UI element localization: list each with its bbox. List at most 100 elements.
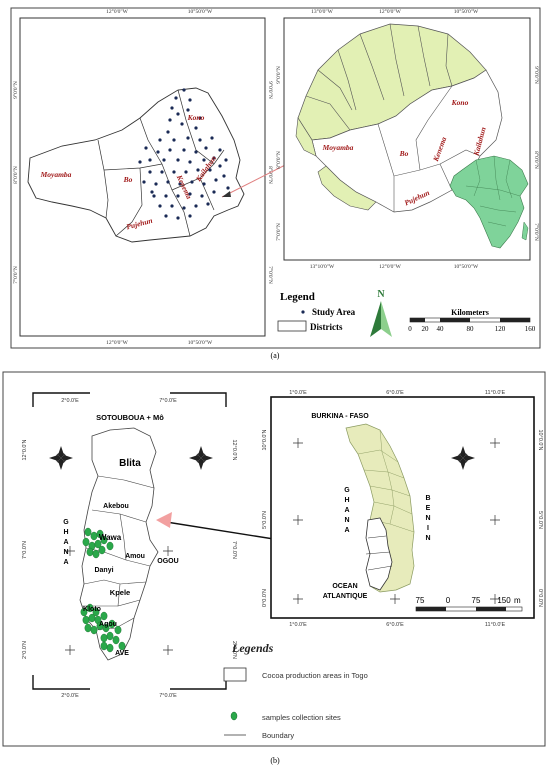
panel-b-left-map: 2°0.0'E 7°0.0'E 2°0.0'E 7°0.0'E 12°0.0'N… bbox=[22, 392, 237, 699]
study-point bbox=[224, 158, 228, 162]
left-label-kono: Kono bbox=[187, 113, 205, 122]
panel-a: 12°0'0"W 10°50'0"W 12°0'0"W 10°50'0"W 9°… bbox=[10, 7, 541, 360]
sample-site bbox=[82, 537, 90, 547]
left-lon-tick-1: 12°0'0"W bbox=[106, 8, 128, 15]
compass-rose-left-2 bbox=[189, 446, 213, 470]
sample-site bbox=[106, 643, 114, 653]
b-left-ghana-a: A bbox=[63, 539, 68, 546]
scale-tick-120: 120 bbox=[495, 325, 506, 333]
b-right-lon-tick-top-2: 6°0.0'E bbox=[386, 390, 404, 396]
study-point bbox=[142, 180, 146, 184]
north-label: N bbox=[377, 289, 385, 300]
sample-site bbox=[108, 619, 116, 629]
sample-site bbox=[118, 641, 126, 651]
left-lon-tick-bottom-2: 10°50'0"W bbox=[188, 339, 213, 346]
right-lon-tick-bottom-2: 12°0'0"W bbox=[379, 263, 401, 270]
sample-site bbox=[84, 527, 92, 537]
legend-district-symbol bbox=[277, 320, 307, 332]
study-point bbox=[212, 156, 216, 160]
study-point bbox=[194, 126, 198, 130]
sample-site bbox=[90, 531, 98, 541]
legend-study-area: Study Area bbox=[312, 307, 356, 317]
b-scale-tick-4: 150 bbox=[497, 596, 511, 605]
legend-point-symbol bbox=[301, 310, 305, 314]
sample-site bbox=[92, 607, 100, 617]
panel-a-legend: Legend Study Area Districts bbox=[277, 291, 356, 332]
sample-site bbox=[100, 641, 108, 651]
left-lat-tick-2: 8°0'0"N bbox=[12, 166, 19, 184]
left-district-boundaries bbox=[97, 89, 225, 237]
b-right-ghana-h: H bbox=[344, 497, 349, 504]
study-point bbox=[176, 194, 180, 198]
sample-site bbox=[86, 547, 94, 557]
study-point bbox=[208, 168, 212, 172]
study-point bbox=[168, 118, 172, 122]
b-left-ghana-h: H bbox=[63, 529, 68, 536]
sample-site bbox=[94, 539, 102, 549]
study-point bbox=[202, 158, 206, 162]
sample-site bbox=[90, 625, 98, 635]
study-point bbox=[200, 194, 204, 198]
sample-site bbox=[96, 529, 104, 539]
caption-a: (a) bbox=[271, 351, 280, 360]
b-right-benin-n2: N bbox=[425, 535, 430, 542]
b-right-lon-tick-bottom-2: 6°0.0'E bbox=[386, 622, 404, 628]
b-label-ave: AVE bbox=[115, 650, 129, 657]
study-point bbox=[156, 150, 160, 154]
study-point bbox=[212, 190, 216, 194]
study-point bbox=[182, 88, 186, 92]
study-point bbox=[162, 158, 166, 162]
caption-b: (b) bbox=[270, 756, 280, 765]
togo-cocoa-boundaries bbox=[82, 475, 155, 631]
study-point bbox=[182, 206, 186, 210]
study-point bbox=[166, 180, 170, 184]
left-lat-tick-3: 7°0'0"N bbox=[12, 266, 19, 284]
b-right-lat-tick-right-1: 10°0.0'N bbox=[537, 430, 543, 451]
study-point bbox=[194, 204, 198, 208]
panel-b-frame bbox=[2, 371, 546, 747]
right-lat-tick-right-3: 7°0'0"N bbox=[533, 223, 540, 241]
right-lon-tick-bottom-1: 13°10'0"W bbox=[310, 263, 335, 270]
right-lat-tick-2: 8°0'0"N bbox=[275, 151, 282, 169]
right-lat-tick-right-2: 8°0'0"N bbox=[533, 151, 540, 169]
b-legend-area-symbol bbox=[223, 667, 247, 682]
connector-arrowhead-a bbox=[222, 191, 231, 197]
panel-b-right-map: 1°0.0'E 6°0.0'E 11°0.0'E 1°0.0'E 6°0.0'E… bbox=[262, 390, 543, 628]
right-grid-crosses bbox=[293, 438, 500, 604]
b-scale-seg-2 bbox=[476, 607, 506, 611]
study-point bbox=[188, 214, 192, 218]
b-left-lat-tick-3: 2°0.0'N bbox=[22, 641, 28, 659]
sample-site bbox=[100, 611, 108, 621]
b-right-lon-tick-top-1: 1°0.0'E bbox=[289, 390, 307, 396]
study-point bbox=[188, 98, 192, 102]
scale-title: Kilometers bbox=[451, 308, 489, 317]
b-right-lon-tick-bottom-3: 11°0.0'E bbox=[485, 622, 506, 628]
scale-tick-20: 20 bbox=[422, 325, 430, 333]
b-label-akebou: Akebou bbox=[103, 503, 129, 510]
left-label-moyamba: Moyamba bbox=[40, 170, 72, 179]
panel-a-left-map: 12°0'0"W 10°50'0"W 12°0'0"W 10°50'0"W 9°… bbox=[12, 8, 274, 346]
b-left-lat-tick-2: 7°0.0'N bbox=[22, 541, 28, 559]
study-point bbox=[182, 148, 186, 152]
study-point bbox=[138, 160, 142, 164]
study-point bbox=[206, 202, 210, 206]
north-arrow-right-half bbox=[381, 301, 392, 337]
study-point bbox=[178, 182, 182, 186]
sample-site bbox=[88, 613, 96, 623]
study-point bbox=[172, 138, 176, 142]
western-area bbox=[295, 117, 317, 157]
study-point bbox=[222, 174, 226, 178]
sample-site bbox=[106, 631, 114, 641]
left-frame-brackets bbox=[32, 392, 227, 690]
connector-arrowhead-b bbox=[156, 512, 172, 528]
study-point bbox=[190, 180, 194, 184]
scale-bar-seg-3 bbox=[500, 318, 530, 322]
b-label-ogou: OGOU bbox=[157, 558, 178, 565]
sample-site bbox=[114, 625, 122, 635]
study-point bbox=[154, 182, 158, 186]
b-left-ghana-n: N bbox=[63, 549, 68, 556]
study-point bbox=[218, 148, 222, 152]
left-label-bo: Bo bbox=[123, 175, 133, 184]
b-left-lon-tick-top-2: 7°0.0'E bbox=[159, 398, 177, 404]
study-point bbox=[188, 160, 192, 164]
